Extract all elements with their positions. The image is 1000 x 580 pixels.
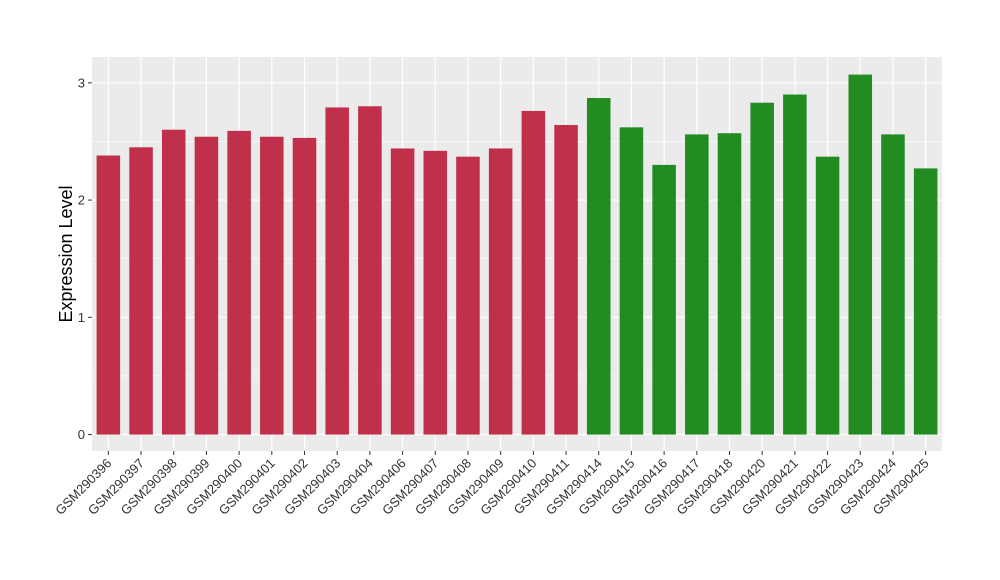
- bar-GSM290397: [129, 147, 153, 435]
- y-tick-label: 3: [78, 75, 85, 90]
- bar-GSM290423: [848, 74, 873, 435]
- bar-GSM290404: [358, 106, 382, 435]
- y-tick-label: 1: [78, 310, 85, 325]
- bar-GSM290396: [96, 155, 121, 435]
- bar-GSM290400: [227, 130, 251, 435]
- bar-GSM290425: [913, 168, 938, 435]
- bar-GSM290416: [652, 164, 676, 435]
- bar-GSM290414: [586, 98, 611, 435]
- x-axis: GSM290396GSM290397GSM290398GSM290399GSM2…: [52, 451, 932, 518]
- bar-GSM290424: [881, 134, 905, 435]
- bar-GSM290398: [161, 129, 186, 435]
- bars: [96, 74, 938, 435]
- bar-GSM290402: [292, 137, 317, 435]
- bar-GSM290420: [750, 102, 774, 435]
- bar-GSM290409: [488, 148, 513, 435]
- bar-GSM290407: [423, 150, 448, 435]
- bar-GSM290399: [194, 136, 219, 435]
- bar-GSM290406: [390, 148, 415, 435]
- plot-panel: [92, 57, 942, 451]
- bar-GSM290418: [717, 133, 742, 435]
- bar-GSM290408: [456, 156, 480, 435]
- bar-GSM290411: [554, 125, 578, 435]
- bar-GSM290421: [783, 94, 807, 435]
- y-axis: 0 1 2 3: [78, 75, 92, 442]
- bar-GSM290415: [619, 127, 644, 435]
- y-axis-title: Expression Level: [56, 185, 76, 322]
- bar-GSM290403: [325, 107, 349, 435]
- bar-GSM290417: [685, 134, 709, 435]
- bar-GSM290422: [815, 156, 840, 435]
- bar-GSM290401: [260, 136, 284, 435]
- y-tick-label: 2: [78, 193, 85, 208]
- y-tick-label: 0: [78, 427, 85, 442]
- bar-GSM290410: [521, 110, 546, 435]
